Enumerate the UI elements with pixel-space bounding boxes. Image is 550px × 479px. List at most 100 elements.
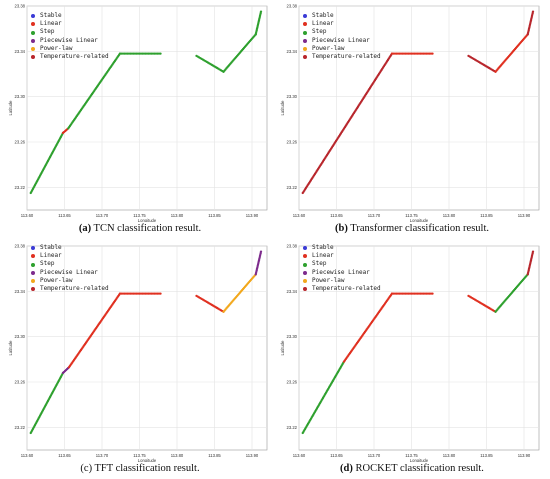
- plot-frame: [298, 5, 540, 211]
- series-segment: [526, 10, 535, 36]
- legend-item: Power-law: [303, 277, 381, 285]
- series-segment: [254, 10, 263, 36]
- legend-item: Step: [31, 28, 109, 36]
- legend-marker: [31, 30, 35, 35]
- y-tick-label: 23.30: [15, 94, 26, 99]
- series-segment: [222, 273, 257, 313]
- x-tick-label: 113.65: [330, 453, 343, 458]
- legend-marker: [303, 46, 307, 51]
- caption-text: TFT classification result.: [92, 463, 200, 474]
- y-axis-label: Latitude: [8, 340, 13, 356]
- x-tick-label: 113.80: [171, 213, 184, 218]
- caption-text: TCN classification result.: [91, 223, 202, 234]
- legend-label: Power-law: [40, 276, 73, 284]
- y-tick-label: 23.34: [15, 289, 26, 294]
- legend-marker: [303, 246, 307, 251]
- chart-panel-b: 113.60 113.65 113.70 113.75 113.80 113.85 113.…: [277, 0, 547, 238]
- chart-panel-c: 113.60 113.65 113.70 113.75 113.80 113.85 113.…: [5, 240, 275, 478]
- x-axis-label: Longitude: [410, 218, 429, 222]
- series-segment: [67, 292, 122, 369]
- legend-item: Step: [303, 28, 381, 36]
- x-tick-label: 113.65: [58, 453, 71, 458]
- x-tick-label: 113.80: [443, 453, 456, 458]
- y-tick-label: 23.34: [15, 49, 26, 54]
- x-tick-label: 113.65: [58, 213, 71, 218]
- series-segment: [467, 294, 497, 313]
- y-tick-label: 23.26: [15, 380, 26, 385]
- chart-plot: 113.60 113.65 113.70 113.75 113.80 113.85 113.…: [280, 244, 540, 462]
- legend-item: Power-law: [31, 45, 109, 53]
- legend-marker: [303, 270, 307, 275]
- legend-label: Power-law: [312, 44, 345, 52]
- legend-marker: [303, 22, 307, 27]
- legend-item: Power-law: [31, 277, 109, 285]
- caption-label: (b): [335, 223, 348, 234]
- y-tick-label: 23.22: [287, 425, 298, 430]
- legend-marker: [303, 278, 307, 283]
- caption-text: ROCKET classification result.: [352, 463, 484, 474]
- legend-item: Piecewise Linear: [31, 269, 109, 277]
- x-tick-label: 113.85: [208, 453, 221, 458]
- legend-marker: [303, 254, 307, 259]
- x-axis-label: Longitude: [138, 218, 157, 222]
- x-tick-label: 113.60: [293, 213, 306, 218]
- data-point: [259, 10, 263, 13]
- chart-plot: 113.60 113.65 113.70 113.75 113.80 113.85 113.…: [8, 4, 268, 222]
- x-tick-label: 113.90: [246, 213, 259, 218]
- series-segment: [494, 273, 529, 313]
- x-tick-label: 113.65: [330, 213, 343, 218]
- legend-item: Temperature-related: [303, 53, 381, 61]
- y-axis-label: Latitude: [280, 100, 285, 116]
- series-segment: [526, 250, 535, 276]
- x-axis-label: Longitude: [410, 458, 429, 462]
- chart-legend: Stable Linear Step Piecewise Linear Power-la…: [303, 12, 381, 61]
- legend-label: Power-law: [312, 276, 345, 284]
- y-tick-label: 23.38: [287, 4, 298, 9]
- y-tick-label: 23.30: [287, 94, 298, 99]
- y-tick-label: 23.26: [287, 140, 298, 145]
- y-tick-label: 23.22: [287, 185, 298, 190]
- legend-marker: [303, 30, 307, 35]
- caption-text: Transformer classification result.: [347, 223, 489, 234]
- legend-item: Temperature-related: [303, 285, 381, 293]
- legend-label: Stable: [312, 244, 334, 251]
- legend-marker: [31, 38, 35, 43]
- series-segment: [467, 54, 497, 73]
- legend-label: Temperature-related: [40, 285, 109, 293]
- chart-panel-a: 113.60 113.65 113.70 113.75 113.80 113.85 113.…: [5, 0, 275, 238]
- legend-item: Linear: [303, 20, 381, 28]
- series-segment: [390, 52, 434, 55]
- legend-marker: [303, 55, 307, 60]
- legend-item: Linear: [31, 252, 109, 260]
- series-segment: [301, 360, 346, 435]
- data-point: [431, 52, 434, 55]
- chart-caption: (d) ROCKET classification result.: [277, 463, 547, 474]
- legend-item: Piecewise Linear: [303, 37, 381, 45]
- plot-frame: [298, 245, 540, 451]
- x-tick-label: 113.60: [21, 213, 34, 218]
- x-tick-label: 113.70: [96, 213, 109, 218]
- legend-label: Stable: [40, 12, 62, 19]
- legend-label: Piecewise Linear: [312, 36, 370, 44]
- series-segment: [222, 33, 257, 73]
- x-tick-label: 113.80: [443, 213, 456, 218]
- legend-item: Stable: [31, 12, 109, 20]
- y-tick-label: 23.38: [287, 244, 298, 249]
- series-segment: [254, 250, 263, 276]
- legend-label: Linear: [312, 20, 334, 28]
- x-tick-label: 113.75: [133, 453, 146, 458]
- legend-marker: [31, 55, 35, 60]
- chart-caption: (b) Transformer classification result.: [277, 223, 547, 234]
- x-tick-label: 113.60: [21, 453, 34, 458]
- legend-label: Temperature-related: [40, 53, 109, 61]
- caption-label: (d): [340, 463, 353, 474]
- legend-item: Step: [31, 260, 109, 268]
- y-tick-label: 23.34: [287, 49, 298, 54]
- legend-item: Power-law: [303, 45, 381, 53]
- legend-label: Piecewise Linear: [40, 268, 98, 276]
- legend-item: Linear: [31, 20, 109, 28]
- legend-label: Step: [312, 28, 327, 36]
- caption-label: (c): [80, 463, 93, 474]
- legend-label: Linear: [40, 20, 62, 28]
- legend-item: Step: [303, 260, 381, 268]
